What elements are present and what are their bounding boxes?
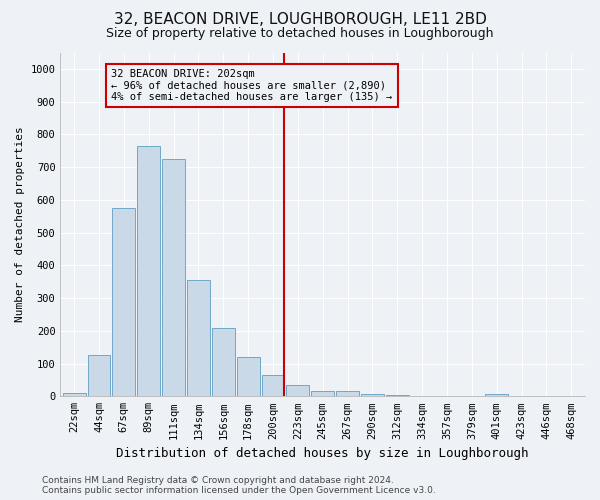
- X-axis label: Distribution of detached houses by size in Loughborough: Distribution of detached houses by size …: [116, 447, 529, 460]
- Bar: [162, 159, 185, 396]
- Bar: [311, 392, 334, 396]
- Bar: [286, 385, 309, 396]
- Bar: [137, 146, 160, 397]
- Text: 32, BEACON DRIVE, LOUGHBOROUGH, LE11 2BD: 32, BEACON DRIVE, LOUGHBOROUGH, LE11 2BD: [113, 12, 487, 28]
- Bar: [62, 393, 86, 396]
- Bar: [88, 356, 110, 397]
- Bar: [112, 208, 135, 396]
- Text: Contains HM Land Registry data © Crown copyright and database right 2024.
Contai: Contains HM Land Registry data © Crown c…: [42, 476, 436, 495]
- Bar: [236, 357, 260, 397]
- Bar: [361, 394, 384, 396]
- Y-axis label: Number of detached properties: Number of detached properties: [15, 126, 25, 322]
- Bar: [485, 394, 508, 396]
- Text: 32 BEACON DRIVE: 202sqm
← 96% of detached houses are smaller (2,890)
4% of semi-: 32 BEACON DRIVE: 202sqm ← 96% of detache…: [112, 69, 392, 102]
- Bar: [212, 328, 235, 396]
- Bar: [386, 394, 409, 396]
- Bar: [187, 280, 210, 396]
- Bar: [262, 375, 284, 396]
- Bar: [336, 392, 359, 396]
- Text: Size of property relative to detached houses in Loughborough: Size of property relative to detached ho…: [106, 28, 494, 40]
